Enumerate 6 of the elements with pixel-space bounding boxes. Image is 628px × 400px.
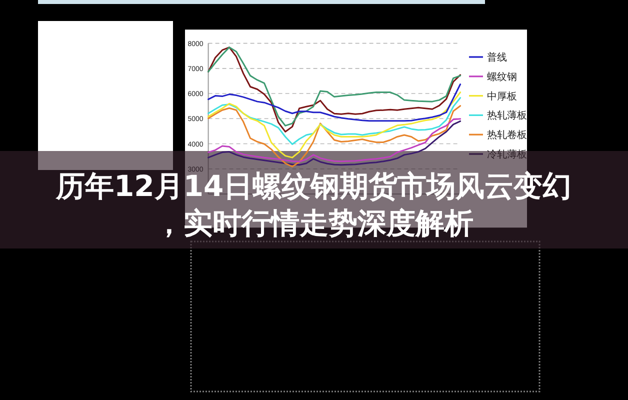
legend-label: 热轧卷板: [487, 129, 527, 142]
legend-label: 热轧薄板: [487, 110, 527, 122]
legend-label: 冷轧薄板: [487, 148, 527, 160]
legend-label: 普线: [487, 52, 507, 64]
legend-label: 中厚板: [487, 90, 517, 102]
legend-label: 螺纹钢: [487, 70, 517, 83]
